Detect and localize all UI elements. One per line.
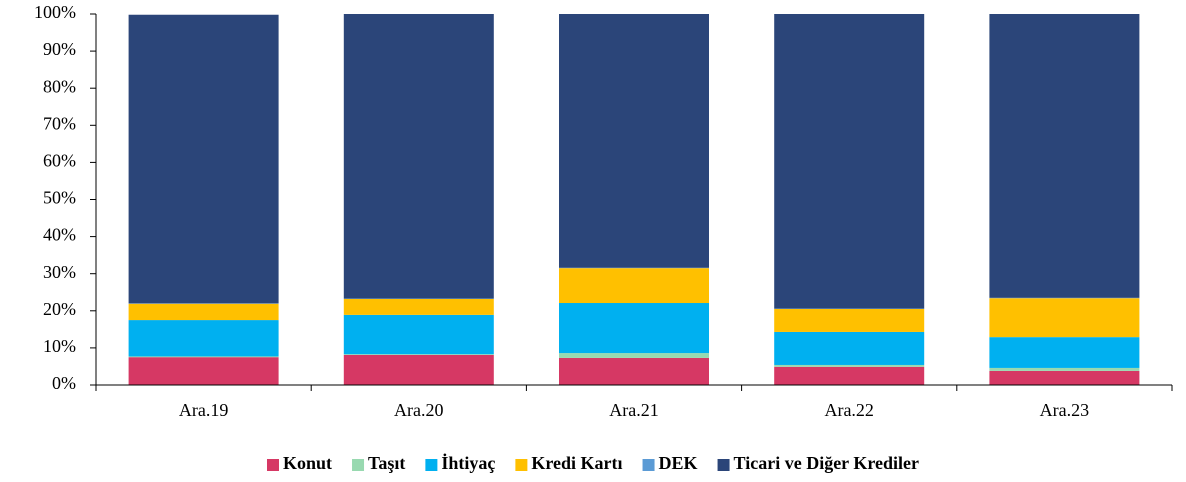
bar-segment (989, 14, 1140, 298)
legend-swatch (425, 459, 438, 471)
x-tick-label: Ara.20 (394, 400, 443, 420)
y-tick-label: 0% (52, 373, 76, 393)
y-tick-label: 40% (43, 225, 76, 245)
bar-segment (774, 331, 925, 365)
legend-swatch (717, 459, 730, 471)
bar-segment (343, 298, 494, 315)
x-tick-label: Ara.21 (609, 400, 658, 420)
bar-segment (128, 356, 279, 358)
bar-segment (559, 353, 709, 358)
bar-segment (559, 357, 709, 385)
y-tick-label: 50% (43, 188, 76, 208)
x-tick-label: Ara.19 (179, 400, 228, 420)
bar-segment (774, 14, 925, 309)
legend-label: Kredi Kartı (531, 453, 622, 473)
legend-label: Konut (283, 453, 332, 473)
bar-segment (343, 14, 494, 299)
y-tick-label: 10% (43, 336, 76, 356)
bar-segment (989, 298, 1140, 338)
bar-segment (559, 303, 709, 354)
x-tick-label: Ara.22 (824, 400, 873, 420)
y-tick-label: 80% (43, 76, 76, 96)
bar-segment (989, 337, 1140, 368)
legend-label: İhtiyaç (441, 453, 495, 473)
bar-segment (128, 320, 279, 357)
y-tick-label: 90% (43, 39, 76, 59)
bar-segment (774, 308, 925, 332)
y-tick-label: 60% (43, 151, 76, 171)
y-tick-label: 20% (43, 299, 76, 319)
legend-swatch (642, 459, 655, 471)
bar-segment (774, 364, 925, 367)
legend: Konut Taşıt İhtiyaç Kredi Kartı DEK Ticari ve… (266, 453, 919, 473)
legend-label: Taşıt (368, 453, 405, 473)
bar-segment (343, 314, 494, 355)
legend-swatch (515, 459, 528, 471)
bar-segment (989, 370, 1140, 385)
legend-swatch (352, 459, 365, 471)
y-tick-label: 100% (34, 2, 76, 22)
bar-segment (343, 354, 494, 355)
legend-label: DEK (659, 453, 698, 473)
bar-segment (774, 366, 925, 385)
bar-segment (559, 268, 709, 304)
bar-segment (128, 14, 279, 304)
legend-label: Ticari ve Diğer Krediler (734, 453, 919, 473)
bar-segment (989, 367, 1140, 371)
bar-segment (559, 14, 709, 268)
y-tick-label: 70% (43, 113, 76, 133)
y-tick-label: 30% (43, 262, 76, 282)
bar-segment (128, 357, 279, 385)
bar-segment (343, 354, 494, 385)
x-tick-label: Ara.23 (1040, 400, 1089, 420)
legend-swatch (266, 459, 279, 471)
bar-segment (128, 303, 279, 321)
